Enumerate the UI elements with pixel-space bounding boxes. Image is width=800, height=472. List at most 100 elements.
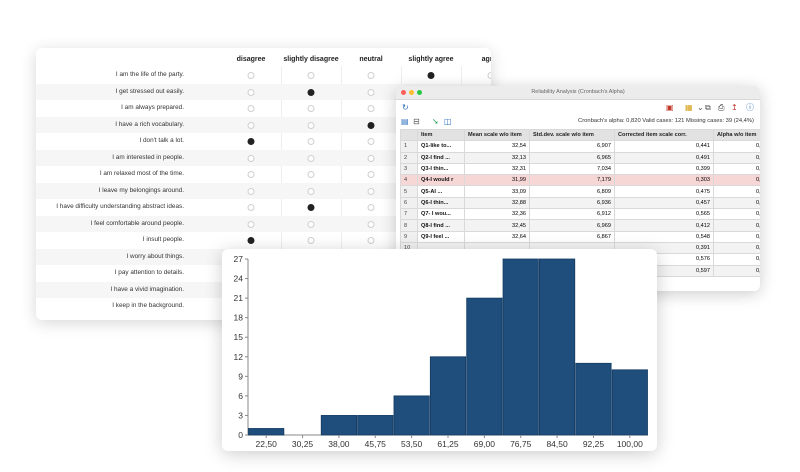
value-cell: 0,812 <box>713 162 760 176</box>
survey-header: disagree slightly disagree neutral slightly… <box>36 48 491 66</box>
close-window-button[interactable] <box>401 90 406 95</box>
question-label: I leave my belongings around. <box>98 186 184 194</box>
answer-radio[interactable] <box>367 154 375 162</box>
answer-radio[interactable] <box>307 187 315 195</box>
answer-radio[interactable] <box>247 121 255 129</box>
answer-radio[interactable] <box>307 105 315 112</box>
info-icon[interactable]: ⓘ <box>746 103 754 112</box>
answer-radio[interactable] <box>247 187 255 195</box>
sort-icon[interactable]: ↥ <box>731 103 738 112</box>
answer-radio[interactable] <box>307 220 315 228</box>
chevron-down-icon[interactable]: ⌄ <box>697 103 704 112</box>
value-cell: 0,800 <box>713 208 760 221</box>
answer-radio[interactable] <box>307 121 315 129</box>
answer-radio[interactable] <box>247 237 255 244</box>
pointer-icon[interactable]: ➘ <box>432 117 439 126</box>
question-label: I have difficulty understanding abstract… <box>56 203 184 210</box>
answer-radio[interactable] <box>307 88 315 96</box>
survey-column-header: agree <box>481 56 491 63</box>
zoom-window-button[interactable] <box>417 90 422 95</box>
survey-column-header: disagree <box>236 56 266 63</box>
value-cell: 6,912 <box>529 208 615 221</box>
histogram-bar <box>357 415 394 436</box>
answer-radio[interactable] <box>367 121 375 129</box>
answer-radio[interactable] <box>367 220 375 228</box>
histogram-bar <box>502 258 539 436</box>
answer-radio[interactable] <box>367 187 375 195</box>
print-icon[interactable]: ⎙ <box>718 103 725 112</box>
table-column-header[interactable]: Std.dev. scale w/o item <box>529 128 615 142</box>
answer-radio[interactable] <box>307 138 315 145</box>
answer-radio[interactable] <box>247 171 255 178</box>
toolbar-secondary: ▤ ⊟ ➘ ◫ Cronbach's alpha: 0,820 Valid ca… <box>396 116 760 129</box>
table-column-header[interactable] <box>400 128 418 142</box>
question-label: I am relaxed most of the time. <box>99 170 184 177</box>
value-cell: 0,805 <box>713 151 760 164</box>
question-label: I don't talk a lot. <box>139 137 184 144</box>
answer-radio[interactable] <box>247 105 255 112</box>
table-view-icon[interactable]: ▤ <box>401 117 409 126</box>
table-column-header[interactable]: Mean scale w/o item <box>464 128 530 142</box>
answer-radio[interactable] <box>247 138 255 145</box>
answer-radio[interactable] <box>307 171 315 178</box>
row-index: 9 <box>400 230 418 243</box>
answer-radio[interactable] <box>367 88 375 96</box>
value-cell: 0,491 <box>614 151 714 164</box>
x-tick-label: 92,25 <box>583 439 605 449</box>
row-index: 4 <box>400 174 418 187</box>
answer-radio[interactable] <box>247 88 255 96</box>
answer-radio[interactable] <box>367 204 375 211</box>
answer-radio[interactable] <box>307 72 315 79</box>
table-column-header[interactable]: Corrected item scale corr. <box>614 128 714 142</box>
answer-radio[interactable] <box>487 72 491 79</box>
row-index: 8 <box>400 219 418 232</box>
item-cell: Q6-I thin... <box>417 196 465 210</box>
item-cell: Q5-AI ... <box>417 185 465 198</box>
answer-radio[interactable] <box>367 72 375 79</box>
answer-radio[interactable] <box>247 204 255 211</box>
value-cell: 0,457 <box>614 196 714 210</box>
table-column-header[interactable]: Alpha w/o item <box>713 128 760 142</box>
minimize-window-button[interactable] <box>409 90 414 95</box>
answer-radio[interactable] <box>307 204 315 211</box>
copy-icon[interactable]: ⧉ <box>705 103 711 112</box>
answer-radio[interactable] <box>367 138 375 145</box>
histogram-bar <box>575 362 612 436</box>
filter-icon[interactable]: ⊟ <box>413 117 420 126</box>
answer-radio[interactable] <box>307 154 315 162</box>
value-cell: 6,907 <box>529 140 615 153</box>
question-label: I feel comfortable around people. <box>90 219 184 227</box>
x-tick-label: 53,50 <box>401 439 423 449</box>
answer-radio[interactable] <box>367 105 375 112</box>
answer-radio[interactable] <box>247 220 255 228</box>
answer-radio[interactable] <box>247 72 255 79</box>
answer-radio[interactable] <box>427 72 435 79</box>
answer-radio[interactable] <box>247 154 255 162</box>
refresh-icon[interactable]: ↻ <box>402 103 409 112</box>
options-icon[interactable]: ▦ <box>685 103 693 112</box>
answer-radio[interactable] <box>367 171 375 178</box>
table-column-header[interactable]: Item <box>417 128 465 142</box>
histogram-bar <box>539 258 576 436</box>
histogram-bar <box>248 428 285 436</box>
histogram-bar <box>429 356 467 436</box>
value-cell: 0,399 <box>614 162 714 176</box>
question-label: I have a vivid imagination. <box>110 285 184 293</box>
row-index: 1 <box>400 140 418 153</box>
answer-radio[interactable] <box>307 237 315 244</box>
columns-icon[interactable]: ◫ <box>444 117 452 126</box>
export-icon[interactable]: ▣ <box>666 103 674 112</box>
y-tick-label: 21 <box>234 293 244 303</box>
question-label: I pay attention to details. <box>114 269 184 276</box>
window-title: Reliability Analysis (Cronbach's Alpha) <box>531 89 625 95</box>
answer-radio[interactable] <box>367 237 375 244</box>
